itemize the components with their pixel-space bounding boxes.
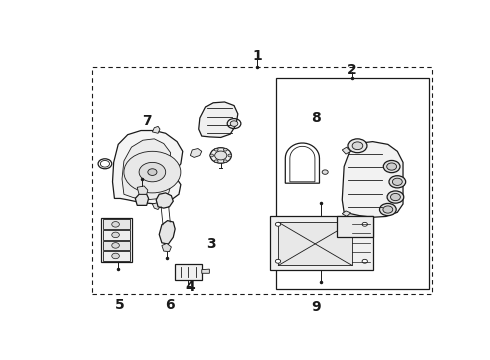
Polygon shape — [103, 240, 129, 250]
Circle shape — [210, 148, 231, 163]
Polygon shape — [137, 186, 148, 194]
Polygon shape — [152, 203, 160, 210]
Polygon shape — [113, 131, 183, 204]
Bar — [276, 78, 429, 288]
Circle shape — [379, 203, 396, 216]
Polygon shape — [103, 220, 129, 229]
Circle shape — [389, 176, 406, 188]
Circle shape — [210, 154, 214, 157]
Polygon shape — [202, 269, 209, 273]
Circle shape — [387, 191, 404, 203]
Circle shape — [362, 259, 368, 263]
Polygon shape — [342, 141, 403, 217]
Circle shape — [148, 169, 157, 175]
Polygon shape — [199, 102, 238, 138]
Circle shape — [223, 148, 227, 151]
Polygon shape — [159, 221, 175, 244]
Circle shape — [214, 160, 218, 163]
Text: 6: 6 — [165, 298, 174, 312]
Circle shape — [112, 253, 120, 259]
Circle shape — [112, 221, 120, 227]
Circle shape — [387, 163, 396, 170]
Polygon shape — [270, 216, 373, 270]
Polygon shape — [103, 230, 129, 240]
Polygon shape — [190, 149, 202, 157]
Polygon shape — [156, 193, 173, 208]
Circle shape — [383, 206, 393, 213]
Polygon shape — [342, 211, 351, 216]
Text: 1: 1 — [252, 49, 262, 63]
Circle shape — [392, 178, 402, 185]
Circle shape — [139, 162, 166, 182]
Circle shape — [112, 243, 120, 248]
Text: 2: 2 — [347, 63, 357, 77]
Circle shape — [124, 151, 181, 193]
Circle shape — [223, 160, 227, 163]
Polygon shape — [175, 264, 202, 280]
Polygon shape — [122, 139, 172, 200]
Circle shape — [228, 154, 232, 157]
Circle shape — [322, 170, 328, 174]
Polygon shape — [162, 243, 172, 252]
Circle shape — [215, 151, 227, 160]
Text: 8: 8 — [311, 111, 320, 125]
Circle shape — [214, 148, 218, 151]
Polygon shape — [135, 194, 148, 205]
Polygon shape — [342, 147, 351, 154]
Polygon shape — [152, 126, 160, 133]
Text: 9: 9 — [311, 300, 320, 314]
Circle shape — [383, 161, 400, 173]
Circle shape — [362, 222, 368, 226]
Text: 4: 4 — [186, 280, 195, 294]
Polygon shape — [337, 216, 373, 237]
Circle shape — [275, 222, 281, 226]
Circle shape — [348, 139, 367, 153]
Circle shape — [275, 259, 281, 263]
Polygon shape — [278, 222, 352, 265]
Polygon shape — [103, 251, 129, 261]
Bar — [92, 67, 432, 294]
Circle shape — [391, 193, 400, 201]
Circle shape — [112, 232, 120, 238]
Circle shape — [230, 121, 238, 126]
Circle shape — [352, 142, 363, 150]
Text: 5: 5 — [115, 298, 125, 312]
Text: 3: 3 — [206, 237, 216, 251]
Text: 7: 7 — [142, 114, 151, 128]
